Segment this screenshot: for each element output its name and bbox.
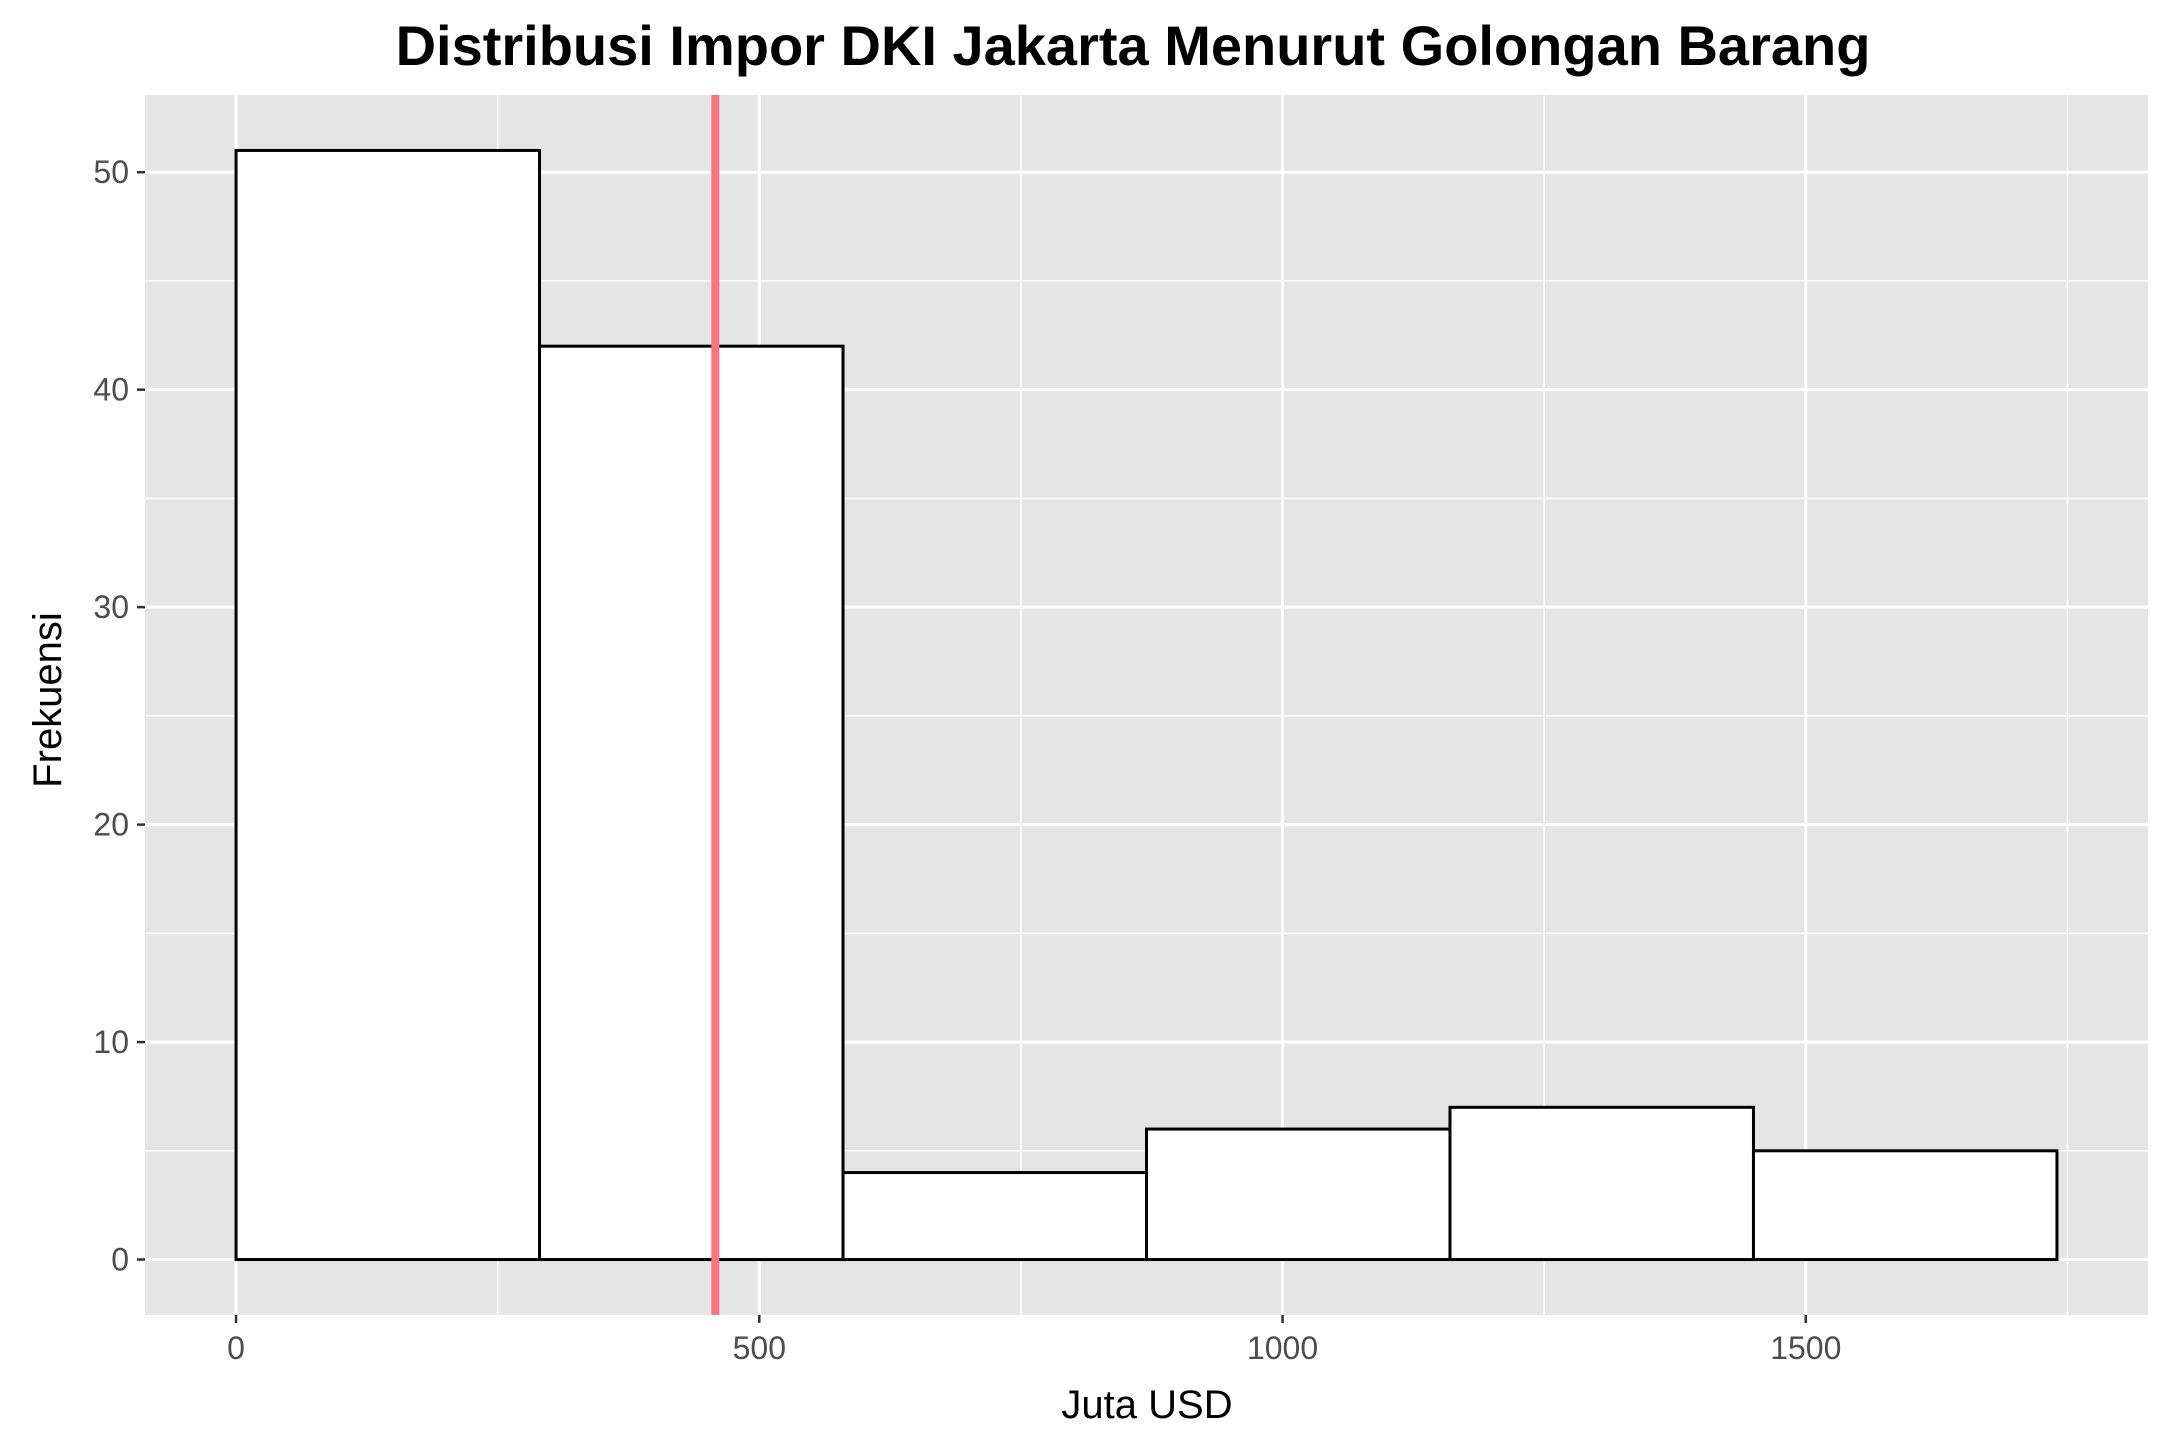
y-axis: 0 10 20 30 40 50 xyxy=(93,154,145,1278)
histogram-bar-2 xyxy=(538,344,845,1262)
histogram-bar-3 xyxy=(841,1171,1148,1262)
x-tick-label: 1500 xyxy=(1770,1330,1841,1366)
y-tick-label: 30 xyxy=(93,589,129,625)
y-axis-label: Frekuensi xyxy=(26,612,70,788)
histogram-bar-5 xyxy=(1448,1105,1755,1262)
x-tick-label: 0 xyxy=(227,1330,245,1366)
y-tick-label: 10 xyxy=(93,1024,129,1060)
x-axis: 0 500 1000 1500 xyxy=(227,1315,1841,1366)
y-tick-label: 20 xyxy=(93,807,129,843)
x-axis-label: Juta USD xyxy=(1061,1383,1232,1427)
y-tick-label: 0 xyxy=(111,1242,129,1278)
x-tick-label: 500 xyxy=(733,1330,786,1366)
y-tick-label: 40 xyxy=(93,372,129,408)
y-tick-label: 50 xyxy=(93,154,129,190)
histogram-bar-1 xyxy=(234,148,542,1262)
histogram-bar-4 xyxy=(1145,1127,1452,1262)
x-tick-label: 1000 xyxy=(1247,1330,1318,1366)
histogram-bar-6 xyxy=(1751,1149,2059,1262)
chart-title: Distribusi Impor DKI Jakarta Menurut Gol… xyxy=(396,14,1871,77)
histogram-bars xyxy=(234,148,2059,1262)
